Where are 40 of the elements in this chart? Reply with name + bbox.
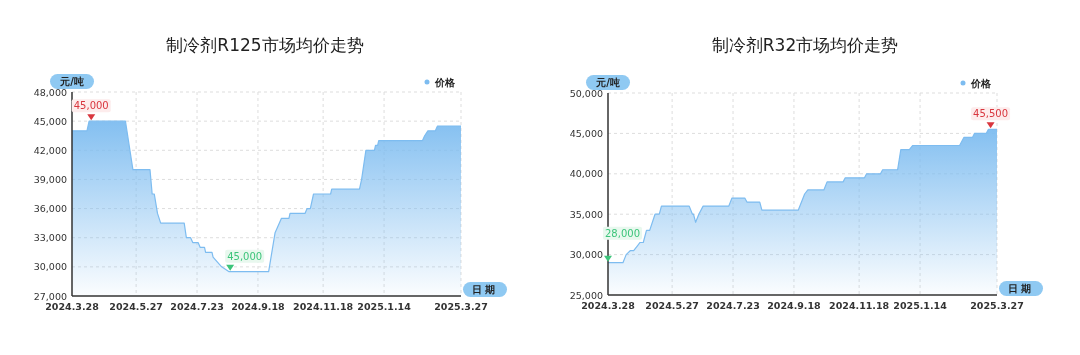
y-axis-title: 元/吨 — [59, 76, 84, 87]
text: 价格 — [434, 76, 456, 88]
x-tick-label: 2024.7.23 — [706, 300, 760, 311]
x-tick-label: 2024.3.28 — [45, 301, 100, 312]
x-tick-label: 2025.3.27 — [970, 300, 1024, 311]
x-tick-label: 2024.3.28 — [581, 300, 636, 311]
annotation: 45,000 — [71, 99, 111, 113]
y-tick-label: 40,000 — [569, 168, 603, 180]
x-tick-label: 2024.9.18 — [767, 300, 822, 311]
y-tick-label: 27,000 — [33, 290, 67, 302]
y-tick-label: 25,000 — [569, 289, 603, 301]
x-tick-label: 2024.11.18 — [829, 300, 890, 311]
y-tick-label: 35,000 — [569, 208, 603, 220]
x-axis-title: 日期 — [472, 284, 498, 295]
x-tick-label: 2025.3.27 — [434, 301, 488, 312]
x-tick-label: 2025.1.14 — [893, 300, 948, 311]
y-tick-label: 48,000 — [33, 86, 67, 98]
chart-title: 制冷剂R125市场均价走势 — [166, 35, 364, 55]
y-tick-label: 50,000 — [569, 87, 603, 99]
x-tick-label: 2024.5.27 — [109, 301, 163, 312]
y-tick-label: 45,000 — [569, 127, 603, 139]
y-tick-label: 30,000 — [569, 249, 603, 261]
annotation: 28,000 — [603, 226, 642, 240]
x-tick-label: 2024.7.23 — [170, 301, 224, 312]
text: 价格 — [970, 77, 992, 89]
annotation: 45,500 — [971, 107, 1011, 121]
y-tick-label: 42,000 — [33, 144, 67, 156]
y-tick-label: 39,000 — [33, 173, 67, 185]
x-axis-title: 日期 — [1008, 283, 1034, 294]
x-tick-label: 2024.11.18 — [293, 301, 354, 312]
chart-title: 制冷剂R32市场均价走势 — [711, 35, 899, 55]
x-tick-label: 2025.1.14 — [357, 301, 412, 312]
x-tick-label: 2024.5.27 — [645, 300, 699, 311]
y-axis-title: 元/吨 — [595, 77, 620, 88]
y-tick-label: 45,000 — [33, 115, 67, 127]
y-tick-label: 30,000 — [33, 261, 67, 273]
annotation: 45,000 — [225, 249, 265, 263]
y-tick-label: 36,000 — [33, 203, 67, 215]
x-tick-label: 2024.9.18 — [231, 301, 286, 312]
y-tick-label: 33,000 — [33, 232, 67, 244]
